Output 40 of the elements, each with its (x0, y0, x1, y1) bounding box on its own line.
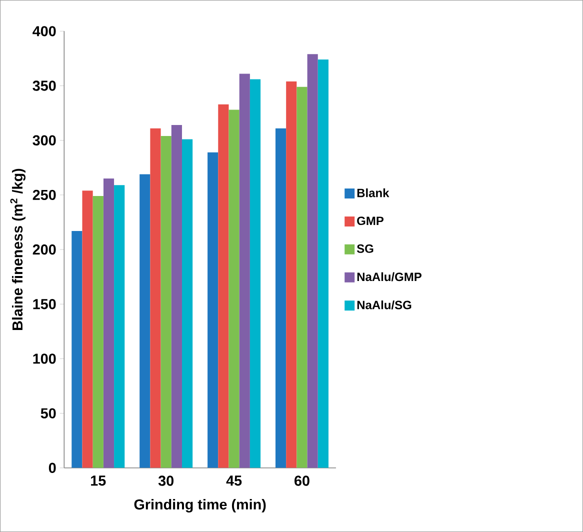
y-tick-label: 100 (33, 354, 56, 364)
bar (72, 230, 82, 468)
bar (286, 81, 297, 468)
y-tick-label: 200 (32, 244, 56, 255)
bar (114, 185, 125, 468)
bar (150, 128, 161, 468)
y-tick-label: 400 (32, 26, 56, 36)
legend-label: Blank (357, 188, 390, 198)
bar (160, 136, 172, 468)
y-tick-label: 300 (32, 135, 56, 146)
bar (296, 86, 308, 468)
bar (250, 79, 261, 468)
legend-label: NaAlu/SG (357, 300, 412, 310)
y-tick-label: 150 (33, 299, 56, 310)
bar (318, 60, 328, 468)
bar (307, 54, 318, 468)
y-tick-label: 0 (48, 462, 56, 473)
legend-label: GMP (357, 216, 384, 226)
x-tick-label: 45 (226, 476, 242, 486)
legend-label: SG (356, 244, 374, 253)
bar (239, 74, 250, 468)
x-tick-label: 30 (158, 476, 174, 486)
bar (140, 174, 150, 468)
legend-label: NaAlu/GMP (357, 272, 422, 282)
bar (171, 125, 182, 468)
x-tick-label: 60 (294, 476, 310, 486)
bar (218, 104, 229, 468)
y-tick-label: 50 (40, 408, 56, 418)
x-axis-title: Grinding time (min) (134, 498, 266, 512)
bar (182, 139, 193, 468)
bar (82, 190, 93, 468)
bar (275, 128, 286, 468)
bar (92, 196, 104, 468)
bar (208, 152, 218, 468)
y-axis-title: Blaine fineness (m$^{2}$ /kg) (10, 168, 26, 330)
bar (103, 178, 114, 468)
y-tick-label: 250 (32, 190, 56, 200)
x-tick-label: 15 (91, 476, 106, 486)
y-tick-label: 350 (32, 80, 56, 91)
bar (228, 110, 240, 468)
